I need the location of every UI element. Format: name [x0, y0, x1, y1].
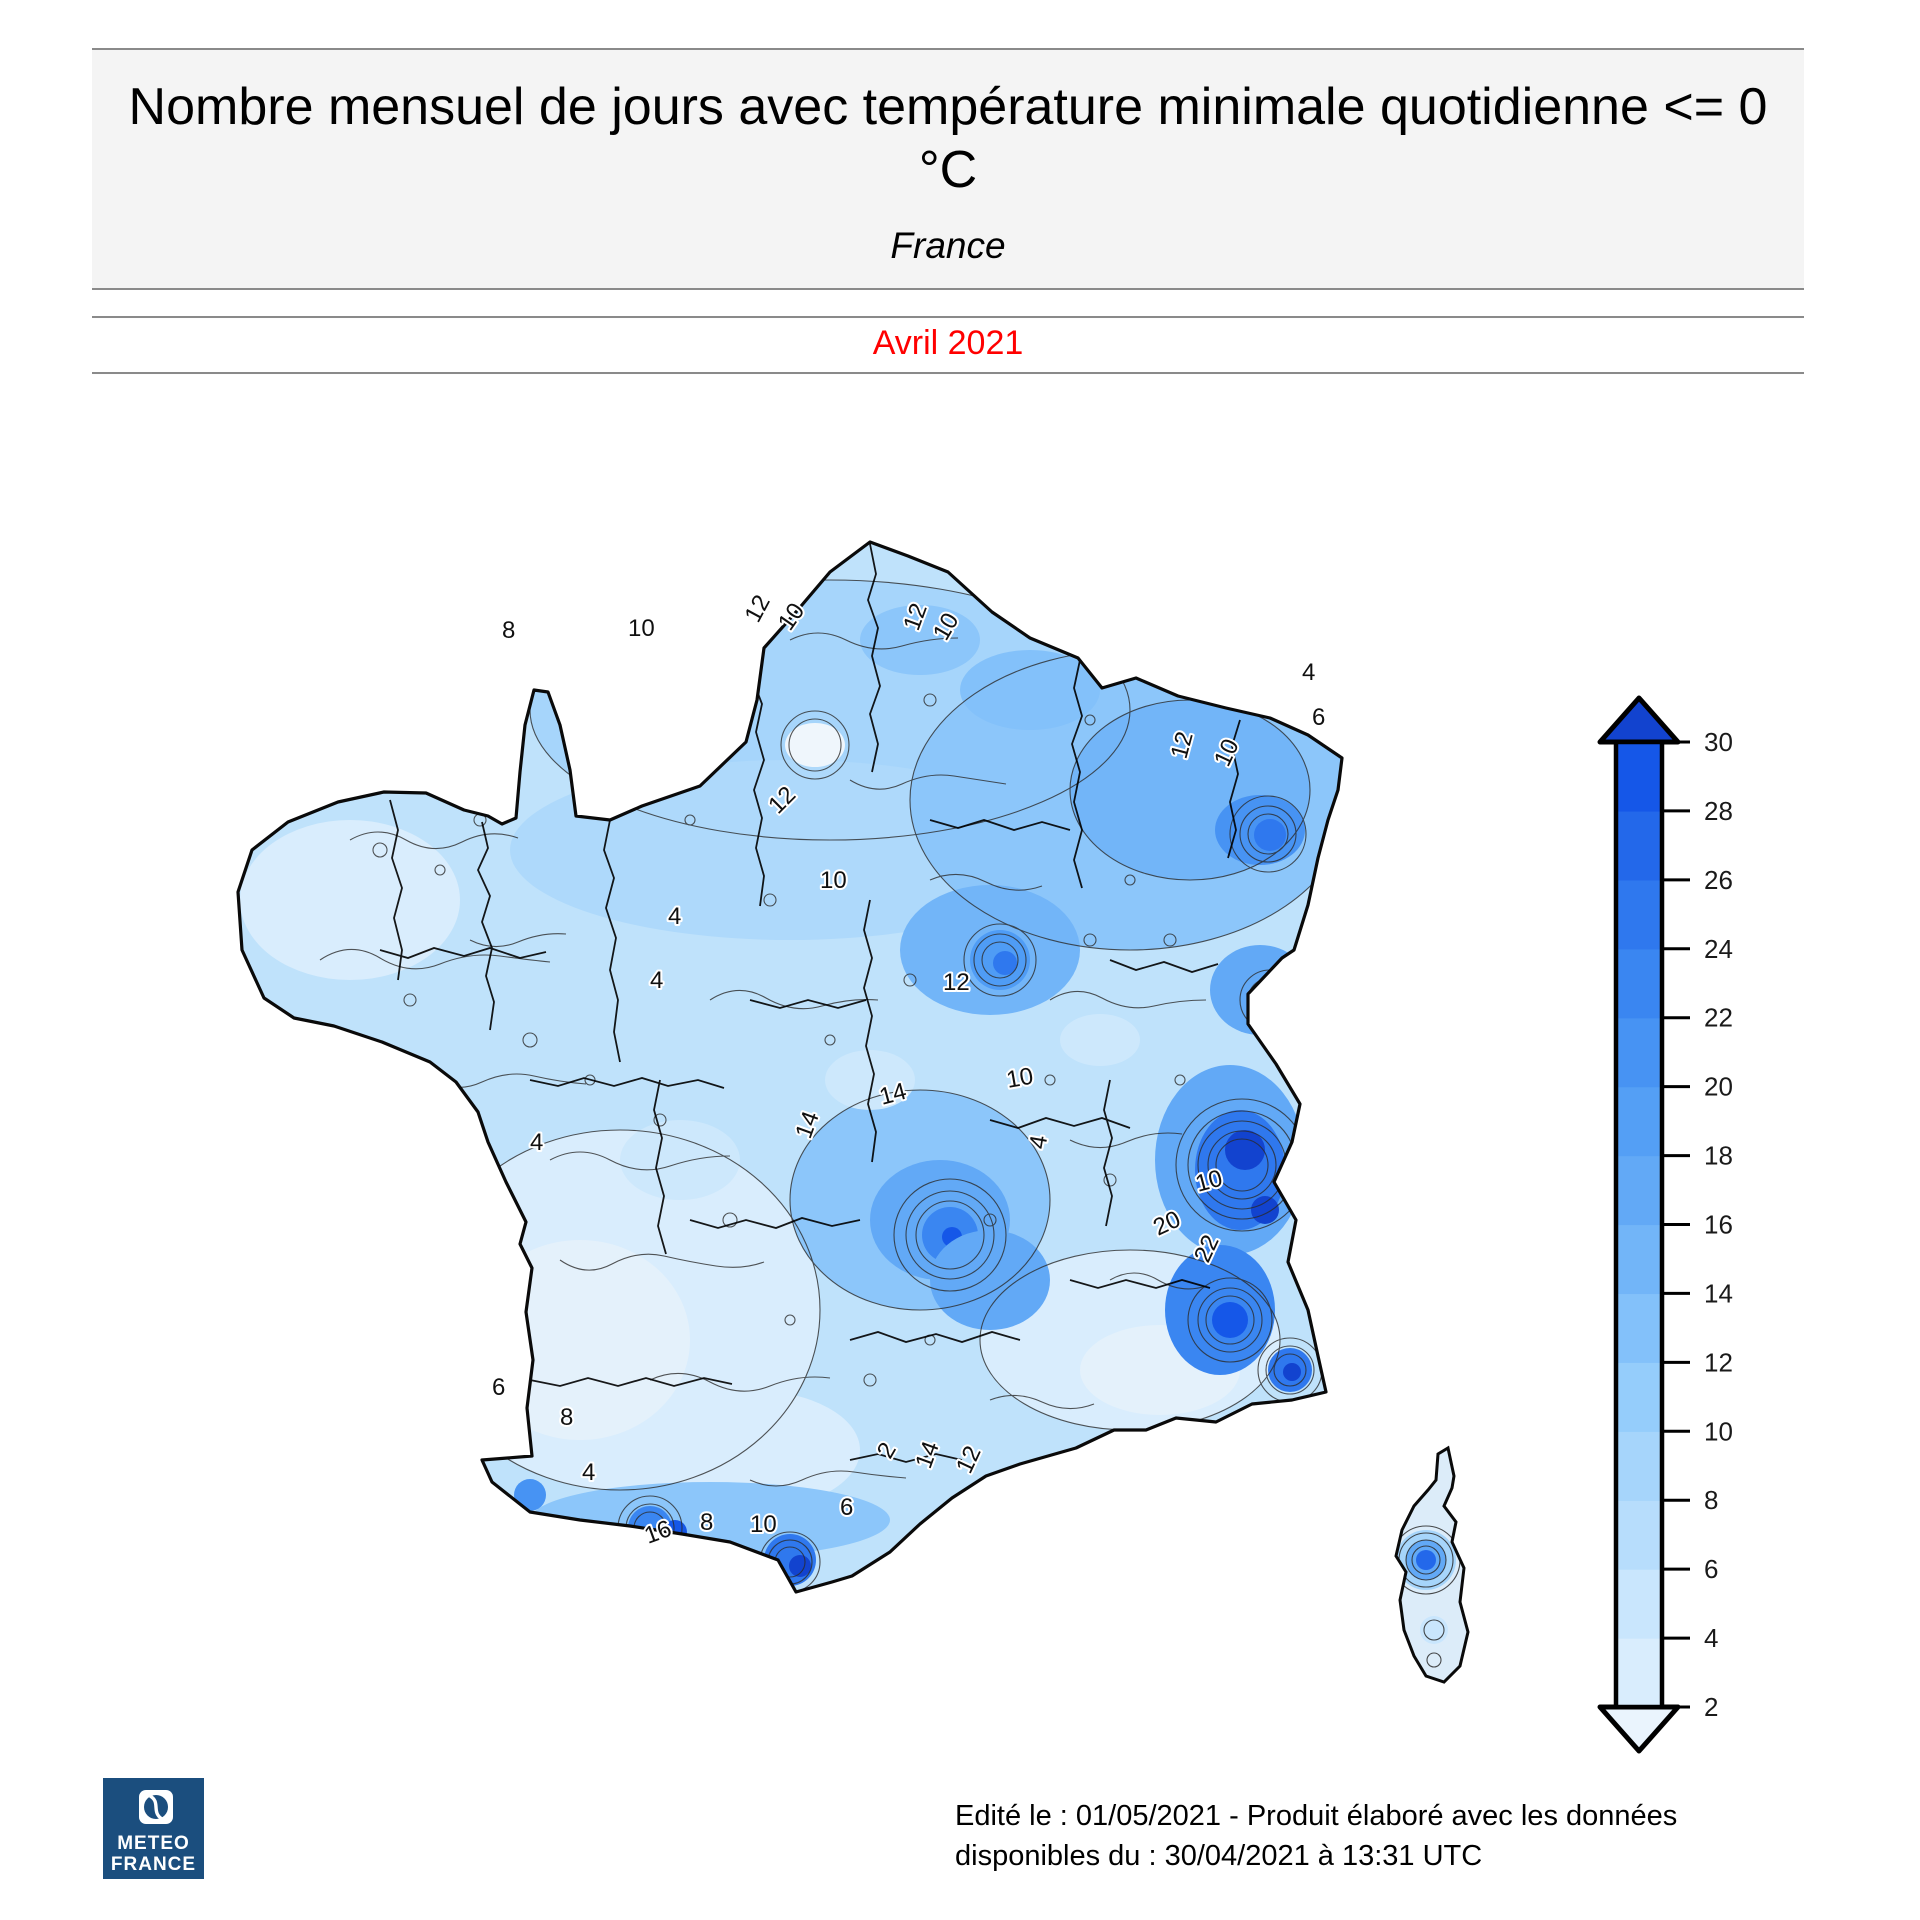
svg-text:12: 12	[739, 591, 775, 627]
legend-ticks: 30 28 26 24 22 20 18 16 14 12 10 8 6 4 2	[1662, 727, 1733, 1722]
page-subtitle: France	[890, 224, 1006, 266]
edition-line2: disponibles du : 30/04/2021 à 13:31 UTC	[955, 1840, 1483, 1872]
svg-text:10: 10	[820, 867, 847, 894]
svg-text:8: 8	[1704, 1485, 1718, 1515]
svg-text:28: 28	[1704, 796, 1733, 826]
svg-text:26: 26	[1704, 865, 1733, 895]
svg-text:22: 22	[1704, 1003, 1733, 1033]
edition-note: Edité le : 01/05/2021 - Produit élaboré …	[955, 1796, 1677, 1876]
logo-text-line1: METEO	[117, 1833, 190, 1854]
svg-text:6: 6	[1704, 1554, 1718, 1584]
divider	[92, 372, 1804, 375]
department-borders	[379, 543, 1241, 1463]
svg-text:14: 14	[1704, 1278, 1733, 1308]
svg-text:8: 8	[700, 1509, 713, 1536]
legend-arrow-under	[1597, 1704, 1681, 1754]
svg-text:6: 6	[492, 1374, 505, 1401]
svg-text:10: 10	[1004, 1063, 1035, 1094]
edition-line1: Edité le : 01/05/2021 - Produit élaboré …	[955, 1800, 1678, 1832]
meteo-france-logo: METEO FRANCE	[103, 1778, 204, 1879]
svg-text:12: 12	[943, 969, 970, 996]
svg-text:6: 6	[840, 1494, 853, 1521]
page-title: Nombre mensuel de jours avec température…	[128, 78, 1768, 200]
svg-text:4: 4	[650, 967, 663, 994]
legend-arrow-over	[1597, 695, 1681, 745]
svg-text:4: 4	[1704, 1623, 1718, 1653]
color-scale-legend: 30 28 26 24 22 20 18 16 14 12 10 8 6 4 2	[1588, 688, 1818, 1778]
svg-text:18: 18	[1704, 1141, 1733, 1171]
france-contour-map: 8 10 12 10 12 10 12 10 4 6 10 12 4 4 12 10 14 14 4 10 20 22 4 6…	[230, 520, 1520, 1710]
corsica	[1394, 1445, 1470, 1684]
svg-text:12: 12	[1704, 1347, 1733, 1377]
svg-text:24: 24	[1704, 934, 1733, 964]
logo-text-line2: FRANCE	[110, 1854, 197, 1875]
svg-text:20: 20	[1704, 1072, 1733, 1102]
svg-text:4: 4	[668, 903, 681, 930]
svg-text:16: 16	[1704, 1210, 1733, 1240]
france-outline	[236, 540, 1344, 1594]
svg-text:6: 6	[1312, 704, 1325, 731]
svg-text:8: 8	[502, 617, 515, 644]
svg-text:4: 4	[530, 1129, 543, 1156]
period-label: Avril 2021	[872, 324, 1024, 362]
svg-text:10: 10	[1704, 1416, 1733, 1446]
svg-text:30: 30	[1704, 727, 1733, 757]
svg-text:4: 4	[582, 1459, 595, 1486]
svg-text:8: 8	[560, 1404, 573, 1431]
header: Nombre mensuel de jours avec température…	[92, 48, 1804, 290]
svg-text:4: 4	[1302, 659, 1315, 686]
divider	[92, 316, 1804, 319]
svg-text:10: 10	[628, 615, 655, 642]
meteo-france-logo-icon	[139, 1790, 173, 1824]
mainland-fill	[238, 542, 1342, 1592]
svg-text:10: 10	[750, 1511, 777, 1538]
svg-text:2: 2	[1704, 1692, 1718, 1722]
legend-color-bands	[1616, 742, 1662, 1708]
